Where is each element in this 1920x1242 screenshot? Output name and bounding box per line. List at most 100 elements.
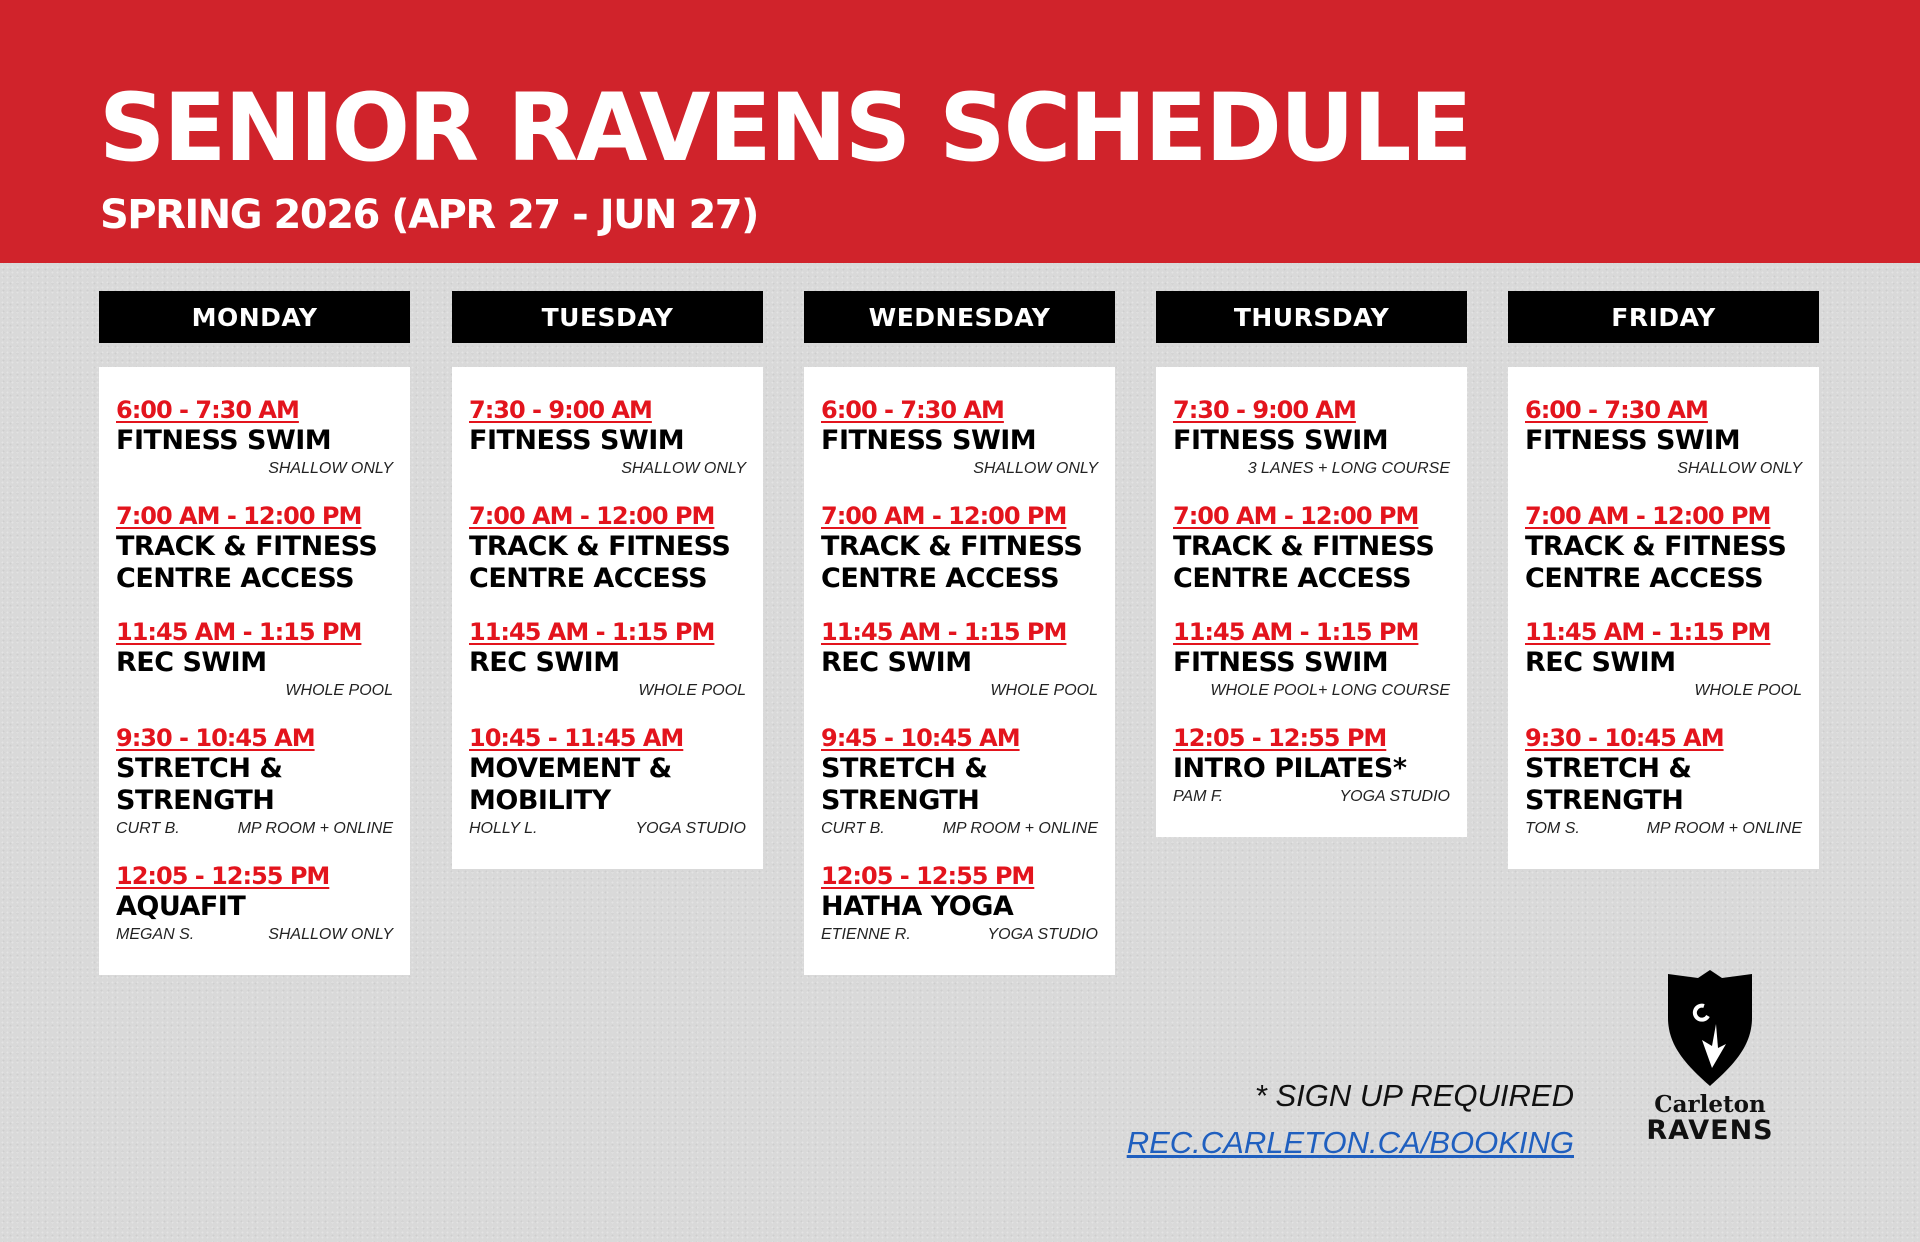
day-header: MONDAY [99,291,410,343]
event-location: MP ROOM + ONLINE [237,820,393,837]
event-time: 9:45 - 10:45 AM [821,724,1021,752]
event-item[interactable]: 6:00 - 7:30 AM FITNESS SWIM SHALLOW ONLY [116,395,393,479]
event-location: SHALLOW ONLY [268,926,393,943]
event-location: WHOLE POOL [1694,682,1802,699]
event-item[interactable]: 7:00 AM - 12:00 PM TRACK & FITNESS CENTRE … [116,501,393,595]
event-item[interactable]: 11:45 AM - 1:15 PM REC SWIM WHOLE POOL [469,617,746,701]
event-item[interactable]: 6:00 - 7:30 AM FITNESS SWIM SHALLOW ONLY [1525,395,1802,479]
event-item[interactable]: 9:30 - 10:45 AM STRETCH & STRENGTH TOM S. MP… [1525,723,1802,839]
event-item[interactable]: 7:00 AM - 12:00 PM TRACK & FITNESS CENTRE … [1525,501,1802,595]
event-item[interactable]: 7:30 - 9:00 AM FITNESS SWIM 3 LANES + LONG… [1173,395,1450,479]
page-title: SENIOR RAVENS SCHEDULE [99,74,1472,183]
event-location: SHALLOW ONLY [621,460,746,477]
event-instructor: PAM F. [1173,788,1224,805]
event-item[interactable]: 11:45 AM - 1:15 PM REC SWIM WHOLE POOL [116,617,393,701]
event-time: 11:45 AM - 1:15 PM [821,618,1067,646]
event-title: CENTRE ACCESS [116,563,355,594]
carleton-ravens-logo: Carleton RAVENS [1640,968,1780,1145]
day-card: 6:00 - 7:30 AM FITNESS SWIM SHALLOW ONLY 7:… [1508,367,1819,869]
event-title: FITNESS SWIM [116,425,332,456]
event-details: WHOLE POOL [116,681,393,701]
event-details: CURT B. MP ROOM + ONLINE [116,819,393,839]
event-item[interactable]: 7:30 - 9:00 AM FITNESS SWIM SHALLOW ONLY [469,395,746,479]
event-instructor: TOM S. [1525,820,1580,837]
day-card: 6:00 - 7:30 AM FITNESS SWIM SHALLOW ONLY 7:… [99,367,410,975]
event-details: SHALLOW ONLY [821,459,1098,479]
event-title: REC SWIM [116,647,267,678]
event-title: STRENGTH [821,785,980,816]
event-title: TRACK & FITNESS [821,531,1083,562]
event-title: FITNESS SWIM [1525,425,1741,456]
event-title: STRETCH & [116,753,283,784]
event-item[interactable]: 11:45 AM - 1:15 PM FITNESS SWIM WHOLE POOL… [1173,617,1450,701]
day-header: THURSDAY [1156,291,1467,343]
event-item[interactable]: 9:45 - 10:45 AM STRETCH & STRENGTH CURT B. M… [821,723,1098,839]
event-item[interactable]: 11:45 AM - 1:15 PM REC SWIM WHOLE POOL [821,617,1098,701]
event-location: MP ROOM + ONLINE [1646,820,1802,837]
event-location: SHALLOW ONLY [268,460,393,477]
event-title: INTRO PILATES* [1173,753,1407,784]
event-location: SHALLOW ONLY [1677,460,1802,477]
event-time: 11:45 AM - 1:15 PM [1525,618,1771,646]
event-item[interactable]: 7:00 AM - 12:00 PM TRACK & FITNESS CENTRE … [821,501,1098,595]
event-title: AQUAFIT [116,891,246,922]
event-item[interactable]: 10:45 - 11:45 AM MOVEMENT & MOBILITY HOLLY … [469,723,746,839]
day-card: 6:00 - 7:30 AM FITNESS SWIM SHALLOW ONLY 7:… [804,367,1115,975]
event-time: 11:45 AM - 1:15 PM [469,618,715,646]
event-time: 11:45 AM - 1:15 PM [1173,618,1419,646]
event-item[interactable]: 7:00 AM - 12:00 PM TRACK & FITNESS CENTRE … [1173,501,1450,595]
day-column-wednesday: WEDNESDAY 6:00 - 7:30 AM FITNESS SWIM SHALL… [804,291,1115,975]
event-item[interactable]: 6:00 - 7:30 AM FITNESS SWIM SHALLOW ONLY [821,395,1098,479]
event-title: MOVEMENT & [469,753,672,784]
event-item[interactable]: 9:30 - 10:45 AM STRETCH & STRENGTH CURT B. M… [116,723,393,839]
event-location: WHOLE POOL [285,682,393,699]
event-time: 7:00 AM - 12:00 PM [469,502,715,530]
event-location: SHALLOW ONLY [973,460,1098,477]
event-title: CENTRE ACCESS [821,563,1060,594]
day-header: WEDNESDAY [804,291,1115,343]
event-title: HATHA YOGA [821,891,1014,922]
event-item[interactable]: 11:45 AM - 1:15 PM REC SWIM WHOLE POOL [1525,617,1802,701]
event-location: WHOLE POOL+ LONG COURSE [1210,682,1450,699]
event-title: REC SWIM [469,647,620,678]
event-time: 6:00 - 7:30 AM [116,396,300,424]
event-time: 7:00 AM - 12:00 PM [821,502,1067,530]
event-title: CENTRE ACCESS [469,563,708,594]
day-header: TUESDAY [452,291,763,343]
event-title: TRACK & FITNESS [116,531,378,562]
event-title: STRETCH & [1525,753,1692,784]
signup-note: * SIGN UP REQUIRED [1254,1078,1574,1113]
event-time: 7:00 AM - 12:00 PM [1525,502,1771,530]
booking-link[interactable]: REC.CARLETON.CA/BOOKING [1126,1125,1574,1160]
event-details: WHOLE POOL+ LONG COURSE [1173,681,1450,701]
event-item[interactable]: 12:05 - 12:55 PM HATHA YOGA ETIENNE R. YOGA… [821,861,1098,945]
event-details: SHALLOW ONLY [1525,459,1802,479]
event-time: 7:00 AM - 12:00 PM [116,502,362,530]
event-time: 6:00 - 7:30 AM [1525,396,1709,424]
event-instructor: ETIENNE R. [821,926,911,943]
event-location: MP ROOM + ONLINE [942,820,1098,837]
event-item[interactable]: 7:00 AM - 12:00 PM TRACK & FITNESS CENTRE … [469,501,746,595]
event-time: 6:00 - 7:30 AM [821,396,1005,424]
logo-line1: Carleton [1654,1091,1766,1118]
event-details: PAM F. YOGA STUDIO [1173,787,1450,807]
event-details: SHALLOW ONLY [116,459,393,479]
day-header: FRIDAY [1508,291,1819,343]
day-card: 7:30 - 9:00 AM FITNESS SWIM 3 LANES + LONG… [1156,367,1467,837]
event-instructor: CURT B. [116,820,180,837]
event-item[interactable]: 12:05 - 12:55 PM AQUAFIT MEGAN S. SHALLOW O… [116,861,393,945]
event-location: WHOLE POOL [990,682,1098,699]
event-details: MEGAN S. SHALLOW ONLY [116,925,393,945]
event-title: FITNESS SWIM [1173,647,1389,678]
page-subtitle: SPRING 2026 (APR 27 - JUN 27) [100,192,759,238]
event-location: WHOLE POOL [638,682,746,699]
event-item[interactable]: 12:05 - 12:55 PM INTRO PILATES* PAM F. YOGA… [1173,723,1450,807]
event-title: TRACK & FITNESS [469,531,731,562]
event-time: 7:00 AM - 12:00 PM [1173,502,1419,530]
header-banner: SENIOR RAVENS SCHEDULE SPRING 2026 (APR … [0,0,1920,263]
event-location: YOGA STUDIO [635,820,746,837]
event-time: 9:30 - 10:45 AM [1525,724,1725,752]
event-title: TRACK & FITNESS [1173,531,1435,562]
event-instructor: MEGAN S. [116,926,195,943]
event-title: FITNESS SWIM [1173,425,1389,456]
